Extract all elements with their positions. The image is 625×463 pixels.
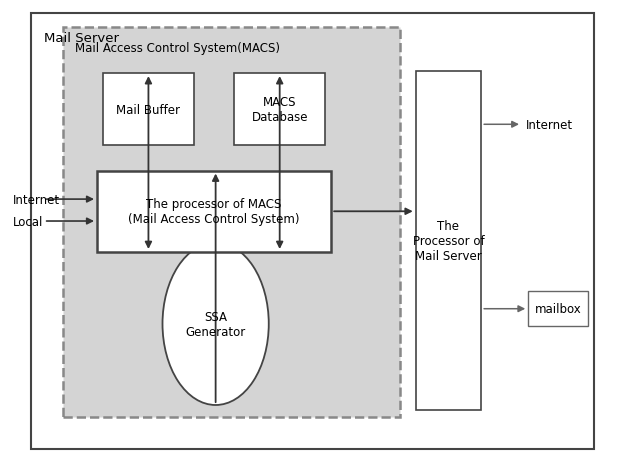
Text: Internet: Internet [12, 193, 59, 206]
FancyBboxPatch shape [416, 72, 481, 410]
Text: Mail Buffer: Mail Buffer [116, 103, 181, 117]
FancyBboxPatch shape [31, 14, 594, 449]
Text: The
Processor of
Mail Server: The Processor of Mail Server [412, 219, 484, 262]
FancyBboxPatch shape [234, 74, 325, 146]
FancyBboxPatch shape [97, 171, 331, 252]
FancyBboxPatch shape [62, 28, 400, 417]
Text: Internet: Internet [526, 119, 573, 131]
Text: mailbox: mailbox [534, 302, 581, 316]
Text: Mail Server: Mail Server [44, 32, 119, 45]
Text: Mail Access Control System(MACS): Mail Access Control System(MACS) [75, 42, 280, 55]
Text: Local: Local [12, 215, 43, 228]
Text: SSA
Generator: SSA Generator [186, 310, 246, 338]
FancyBboxPatch shape [103, 74, 194, 146]
Text: MACS
Database: MACS Database [251, 96, 308, 124]
Ellipse shape [162, 243, 269, 405]
FancyBboxPatch shape [528, 292, 588, 326]
Text: The processor of MACS
(Mail Access Control System): The processor of MACS (Mail Access Contr… [128, 198, 300, 226]
